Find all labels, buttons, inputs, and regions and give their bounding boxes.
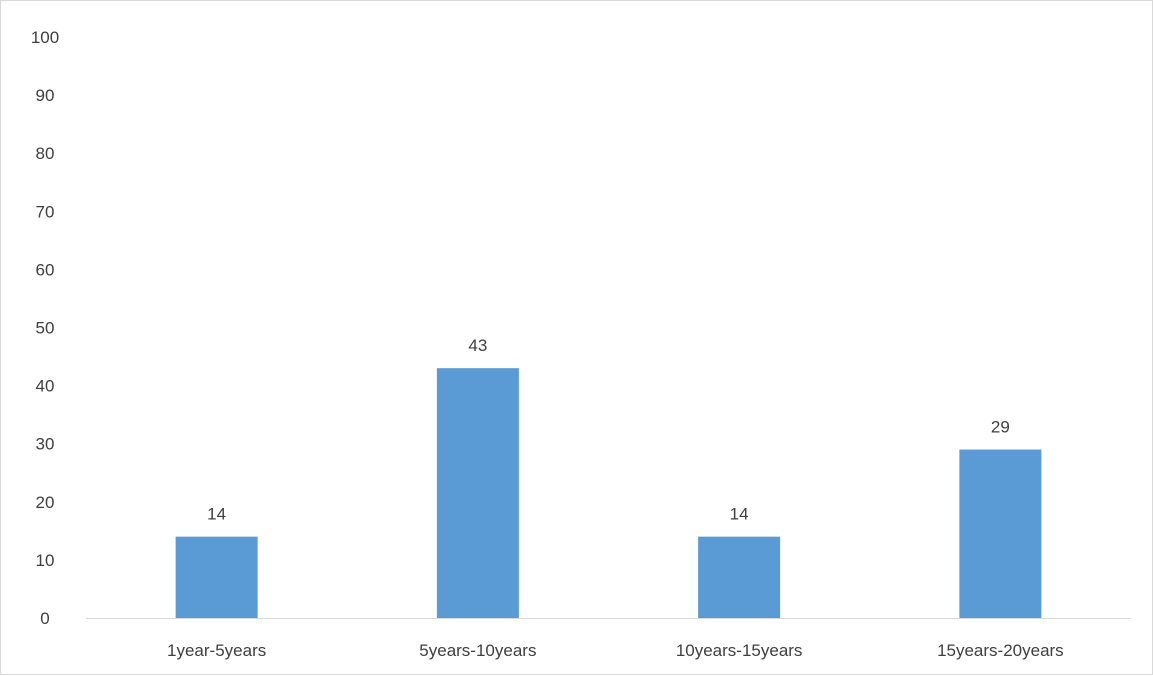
y-tick-label: 60 [36,260,55,279]
bar-data-label: 14 [730,505,749,524]
bar [959,449,1042,618]
y-tick-label: 10 [36,551,55,570]
y-tick-label: 40 [36,377,55,396]
y-tick-label: 50 [36,319,55,338]
bar [175,536,258,618]
y-axis-tick-labels: 0 10 20 30 40 50 60 70 80 90 100 [31,28,59,628]
x-tick-label: 15years-20years [937,641,1064,660]
bar [436,368,519,618]
y-tick-label: 80 [36,144,55,163]
x-tick-label: 1year-5years [167,641,266,660]
y-tick-label: 20 [36,493,55,512]
y-tick-label: 90 [36,86,55,105]
y-tick-label: 100 [31,28,59,47]
x-tick-label: 10years-15years [676,641,803,660]
bar-data-label: 29 [991,418,1010,437]
bar [698,536,781,618]
x-axis-tick-labels: 1year-5years 5years-10years 10years-15year… [167,641,1064,660]
bar-data-label: 43 [468,336,487,355]
data-labels: 14 43 14 29 [207,336,1010,523]
bar-data-label: 14 [207,505,226,524]
y-tick-label: 0 [40,609,49,628]
x-tick-label: 5years-10years [419,641,536,660]
y-tick-label: 70 [36,202,55,221]
y-tick-label: 30 [36,435,55,454]
bars [175,368,1042,618]
